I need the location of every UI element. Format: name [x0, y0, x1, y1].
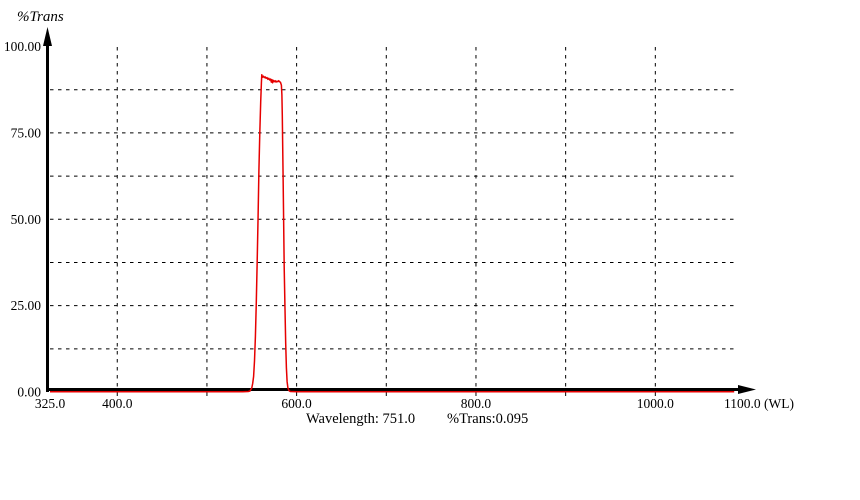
x-tick-label: 1000.0 — [637, 396, 674, 411]
x-tick-label: 800.0 — [461, 396, 492, 411]
y-tick-label: 75.00 — [11, 125, 42, 140]
x-tick-label: 400.0 — [102, 396, 133, 411]
y-axis-title: %Trans — [17, 9, 64, 25]
vertical-gridlines — [116, 47, 656, 389]
status-wavelength-readout: Wavelength: 751.0 — [306, 411, 415, 427]
y-tick-label: 50.00 — [11, 212, 42, 227]
status-trans-readout: %Trans:0.095 — [447, 411, 528, 427]
y-axis-arrow-icon — [43, 27, 52, 46]
y-tick-label: 25.00 — [11, 298, 42, 313]
x-tick-label: 600.0 — [281, 396, 312, 411]
y-tick-label: 100.00 — [4, 39, 41, 54]
x-axis-arrow-icon — [738, 385, 756, 394]
horizontal-gridlines — [50, 89, 735, 350]
x-tick-label: 325.0 — [35, 396, 66, 411]
y-axis-tick-labels: 100.00 75.00 50.00 25.00 0.00 — [4, 39, 41, 400]
x-tick-label: 1100.0 (WL) — [724, 396, 794, 411]
y-tick-label: 0.00 — [17, 385, 41, 400]
x-axis-tick-labels: 325.0 400.0 600.0 800.0 1000.0 1100.0 (WL) — [35, 396, 794, 411]
transmission-curve — [50, 74, 735, 393]
